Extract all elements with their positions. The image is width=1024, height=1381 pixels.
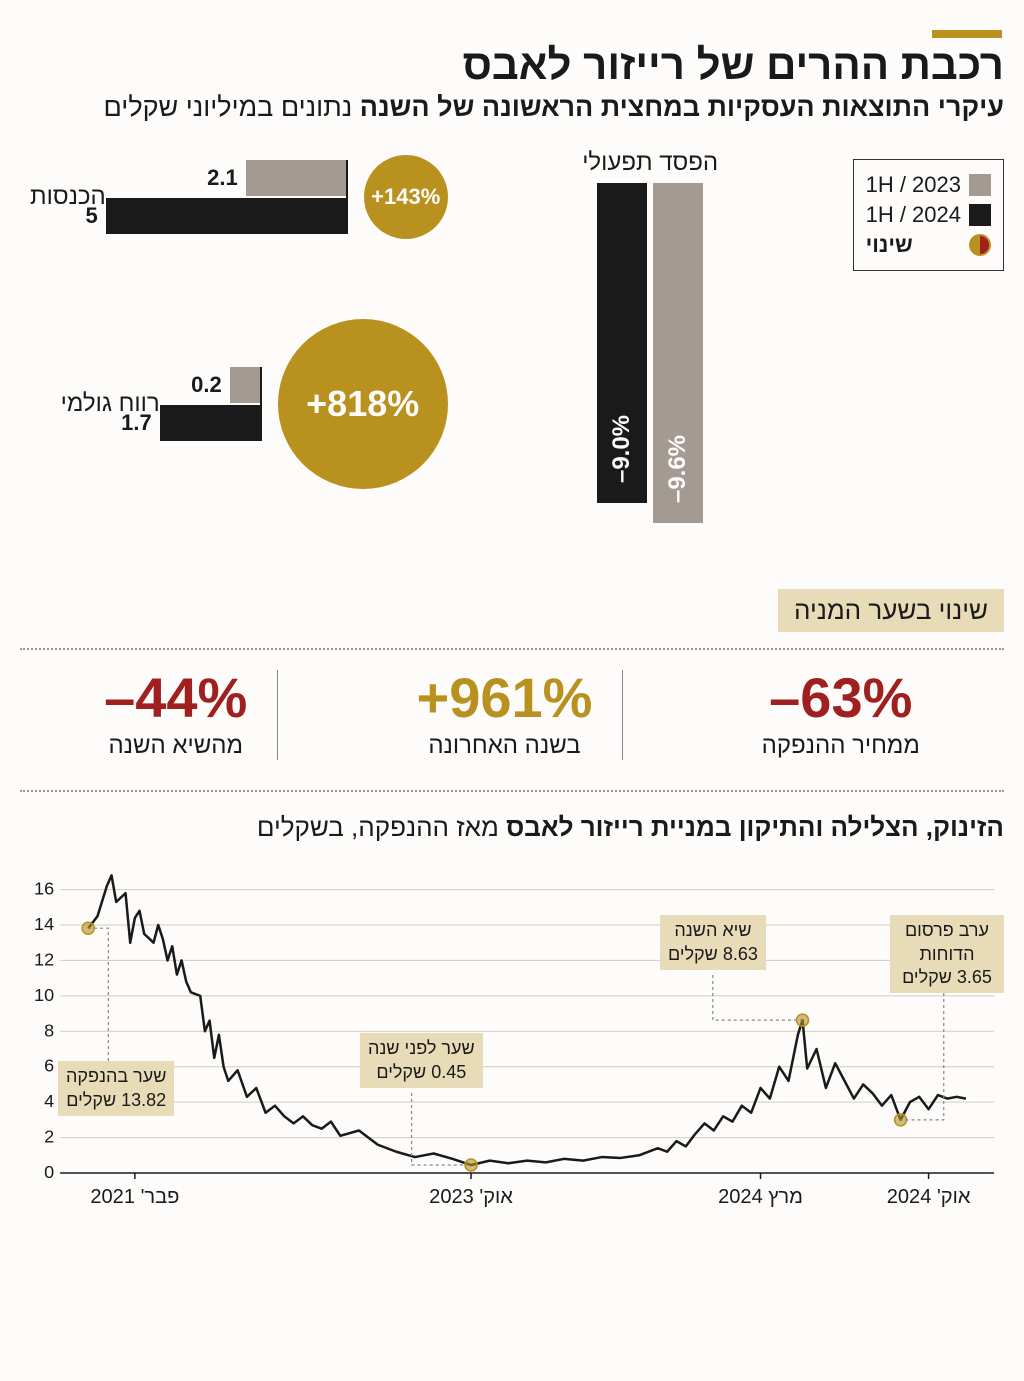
linechart: 0 2 4 6 8 10 12 14 16 פבר' 2021 אוק' 2023 מרץ 2024 א…: [20, 853, 1004, 1213]
legend-row: 1H / 2024: [866, 202, 991, 228]
hbar-stack: 2.1 5: [106, 160, 348, 234]
bar-value: 1.7: [121, 410, 152, 436]
bar-value: 2.1: [207, 165, 238, 191]
bar-value: 0.2: [191, 372, 222, 398]
legend-row: שינוי: [866, 232, 991, 258]
svg-text:14: 14: [34, 914, 54, 934]
svg-text:0: 0: [44, 1162, 54, 1182]
page-title: רכבת ההרים של רייזור לאבס: [20, 42, 1004, 88]
svg-text:6: 6: [44, 1056, 54, 1076]
vbar-2023: –9.6%: [653, 183, 703, 523]
big-number-cell: –44% מהשיא השנה: [74, 670, 278, 760]
svg-text:16: 16: [34, 879, 54, 899]
hbar-revenues: +143% 2.1 5 הכנסות: [20, 155, 448, 239]
oploss-title: הפסד תפעולי: [582, 149, 718, 177]
callout-value: 3.65 שקלים: [898, 966, 996, 989]
big-number-sub: בשנה האחרונה: [417, 732, 593, 760]
vbar-label: –9.0%: [608, 415, 636, 483]
vbar-label: –9.6%: [664, 435, 692, 503]
subtitle-light: נתונים במיליוני שקלים: [104, 92, 360, 122]
change-circle-revenues: +143%: [364, 155, 448, 239]
bar-2023: 2.1: [246, 160, 346, 196]
svg-text:4: 4: [44, 1091, 54, 1111]
big-number-sub: ממחיר ההנפקה: [762, 732, 920, 760]
svg-text:12: 12: [34, 950, 54, 970]
section-tag: שינוי בשער המניה: [778, 589, 1004, 632]
chart-callout: שער בהנפקה13.82 שקלים: [58, 1061, 174, 1116]
hbar-gross: +818% 0.2 1.7 רווח גולמי: [20, 319, 448, 489]
accent-bar: [932, 30, 1002, 38]
linechart-svg: 0 2 4 6 8 10 12 14 16 פבר' 2021 אוק' 2023 מרץ 2024 א…: [20, 853, 1004, 1213]
horizontal-bars: +143% 2.1 5 הכנסות +818% 0.2: [20, 149, 448, 489]
change-circle-gross: +818%: [278, 319, 448, 489]
callout-line: ערב פרסום הדוחות: [898, 919, 996, 966]
oploss-bars: –9.6% –9.0%: [597, 183, 703, 523]
bar-2024: 1.7: [160, 405, 260, 441]
svg-text:אוק' 2024: אוק' 2024: [887, 1186, 971, 1208]
big-number-value: +961%: [417, 670, 593, 726]
big-number-cell: +961% בשנה האחרונה: [387, 670, 624, 760]
svg-text:8: 8: [44, 1021, 54, 1041]
change-value: +143%: [371, 184, 440, 210]
legend: 1H / 2023 1H / 2024 שינוי: [853, 159, 1004, 271]
callout-line: שער לפני שנה: [368, 1037, 475, 1060]
page-subtitle: עיקרי התוצאות העסקיות במחצית הראשונה של …: [20, 92, 1004, 123]
callout-line: שיא השנה: [668, 919, 758, 942]
stock-change-section: שינוי בשער המניה: [20, 569, 1004, 642]
hbar-stack: 0.2 1.7: [160, 367, 262, 441]
big-numbers-row: –63% ממחיר ההנפקה +961% בשנה האחרונה –44% מהש…: [20, 670, 1004, 760]
chart-callout: שיא השנה8.63 שקלים: [660, 915, 766, 970]
linechart-title: הזינוק, הצלילה והתיקון במניית רייזור לאב…: [20, 812, 1004, 843]
svg-text:10: 10: [34, 985, 54, 1005]
callout-line: שער בהנפקה: [66, 1065, 166, 1088]
callout-value: 13.82 שקלים: [66, 1089, 166, 1112]
callout-value: 8.63 שקלים: [668, 943, 758, 966]
svg-text:אוק' 2023: אוק' 2023: [429, 1186, 513, 1208]
legend-label: 1H / 2024: [866, 202, 961, 228]
bar-value: 5: [85, 203, 97, 229]
swatch-2023: [969, 174, 991, 196]
svg-text:מרץ 2024: מרץ 2024: [718, 1186, 803, 1208]
legend-label: שינוי: [866, 232, 913, 258]
big-number-value: –44%: [104, 670, 247, 726]
svg-text:פבר' 2021: פבר' 2021: [90, 1186, 179, 1208]
vbar-2024: –9.0%: [597, 183, 647, 503]
svg-text:2: 2: [44, 1127, 54, 1147]
subtitle-bold: עיקרי התוצאות העסקיות במחצית הראשונה של …: [360, 92, 1004, 122]
divider: [20, 648, 1004, 650]
chart-callout: ערב פרסום הדוחות3.65 שקלים: [890, 915, 1004, 993]
divider: [20, 790, 1004, 792]
callout-value: 0.45 שקלים: [368, 1061, 475, 1084]
change-value: +818%: [306, 383, 419, 425]
big-number-value: –63%: [762, 670, 920, 726]
linechart-title-bold: הזינוק, הצלילה והתיקון במניית רייזור לאב…: [506, 812, 1004, 842]
bar-2024: 5: [106, 198, 346, 234]
chart-callout: שער לפני שנה0.45 שקלים: [360, 1033, 483, 1088]
bar-2023: 0.2: [230, 367, 260, 403]
swatch-change: [969, 234, 991, 256]
legend-label: 1H / 2023: [866, 172, 961, 198]
operating-loss-chart: הפסד תפעולי –9.6% –9.0%: [582, 149, 718, 529]
legend-row: 1H / 2023: [866, 172, 991, 198]
top-charts-row: +143% 2.1 5 הכנסות +818% 0.2: [20, 149, 1004, 529]
linechart-title-light: מאז ההנפקה, בשקלים: [257, 812, 506, 842]
swatch-2024: [969, 204, 991, 226]
big-number-cell: –63% ממחיר ההנפקה: [732, 670, 950, 760]
big-number-sub: מהשיא השנה: [104, 732, 247, 760]
